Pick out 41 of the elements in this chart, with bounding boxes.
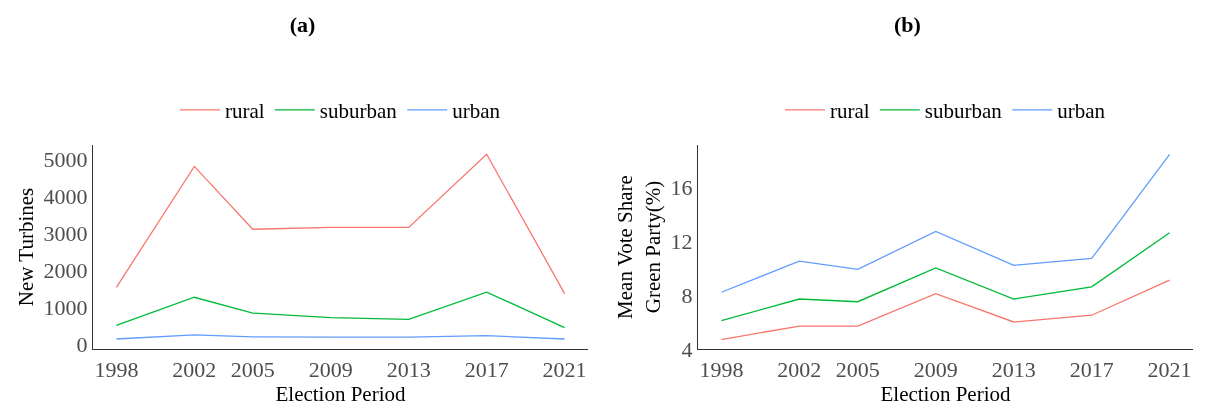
line-series — [115, 153, 566, 295]
chart-title: (b) — [894, 11, 921, 37]
x-tick-label: 2005 — [230, 356, 275, 382]
legend-label: suburban — [319, 99, 398, 124]
y-tick-label: 1000 — [43, 295, 88, 321]
x-tick-label: 2013 — [386, 356, 431, 382]
x-tick-label: 2009 — [308, 356, 353, 382]
line-series — [720, 153, 1171, 293]
legend-label: suburban — [924, 99, 1003, 124]
x-tick-label: 2002 — [172, 356, 217, 382]
y-tick-label: 0 — [76, 332, 88, 358]
y-axis-title: Mean Vote Share Green Party(%) — [613, 175, 665, 319]
x-tick-label: 1998 — [699, 356, 744, 382]
y-tick-label: 12 — [670, 228, 693, 254]
chart-title: (a) — [289, 11, 316, 37]
x-tick-label: 2017 — [464, 356, 509, 382]
x-tick-label: 2009 — [913, 356, 958, 382]
legend-label: urban — [1057, 99, 1106, 124]
x-axis-title: Election Period — [275, 381, 407, 406]
x-tick-label: 1998 — [94, 356, 139, 382]
legend-label: urban — [452, 99, 501, 124]
x-tick-label: 2021 — [1147, 356, 1192, 382]
legend-label: rural — [830, 99, 870, 124]
y-tick-label: 3000 — [43, 221, 88, 247]
x-tick-label: 2021 — [542, 356, 587, 382]
x-axis-title: Election Period — [880, 381, 1012, 406]
y-axis-title: New Turbines — [13, 187, 38, 307]
x-tick-label: 2017 — [1069, 356, 1114, 382]
line-series — [720, 232, 1171, 322]
y-tick-label: 5000 — [43, 147, 88, 173]
x-tick-label: 2005 — [835, 356, 880, 382]
legend-label: rural — [225, 99, 265, 124]
y-tick-label: 16 — [670, 174, 693, 200]
x-tick-label: 2002 — [777, 356, 822, 382]
y-tick-label: 2000 — [43, 258, 88, 284]
x-tick-label: 2013 — [991, 356, 1036, 382]
y-tick-label: 8 — [681, 282, 693, 308]
y-tick-label: 4000 — [43, 184, 88, 210]
line-series — [720, 279, 1171, 341]
y-tick-label: 4 — [681, 336, 693, 362]
line-series — [115, 291, 566, 329]
